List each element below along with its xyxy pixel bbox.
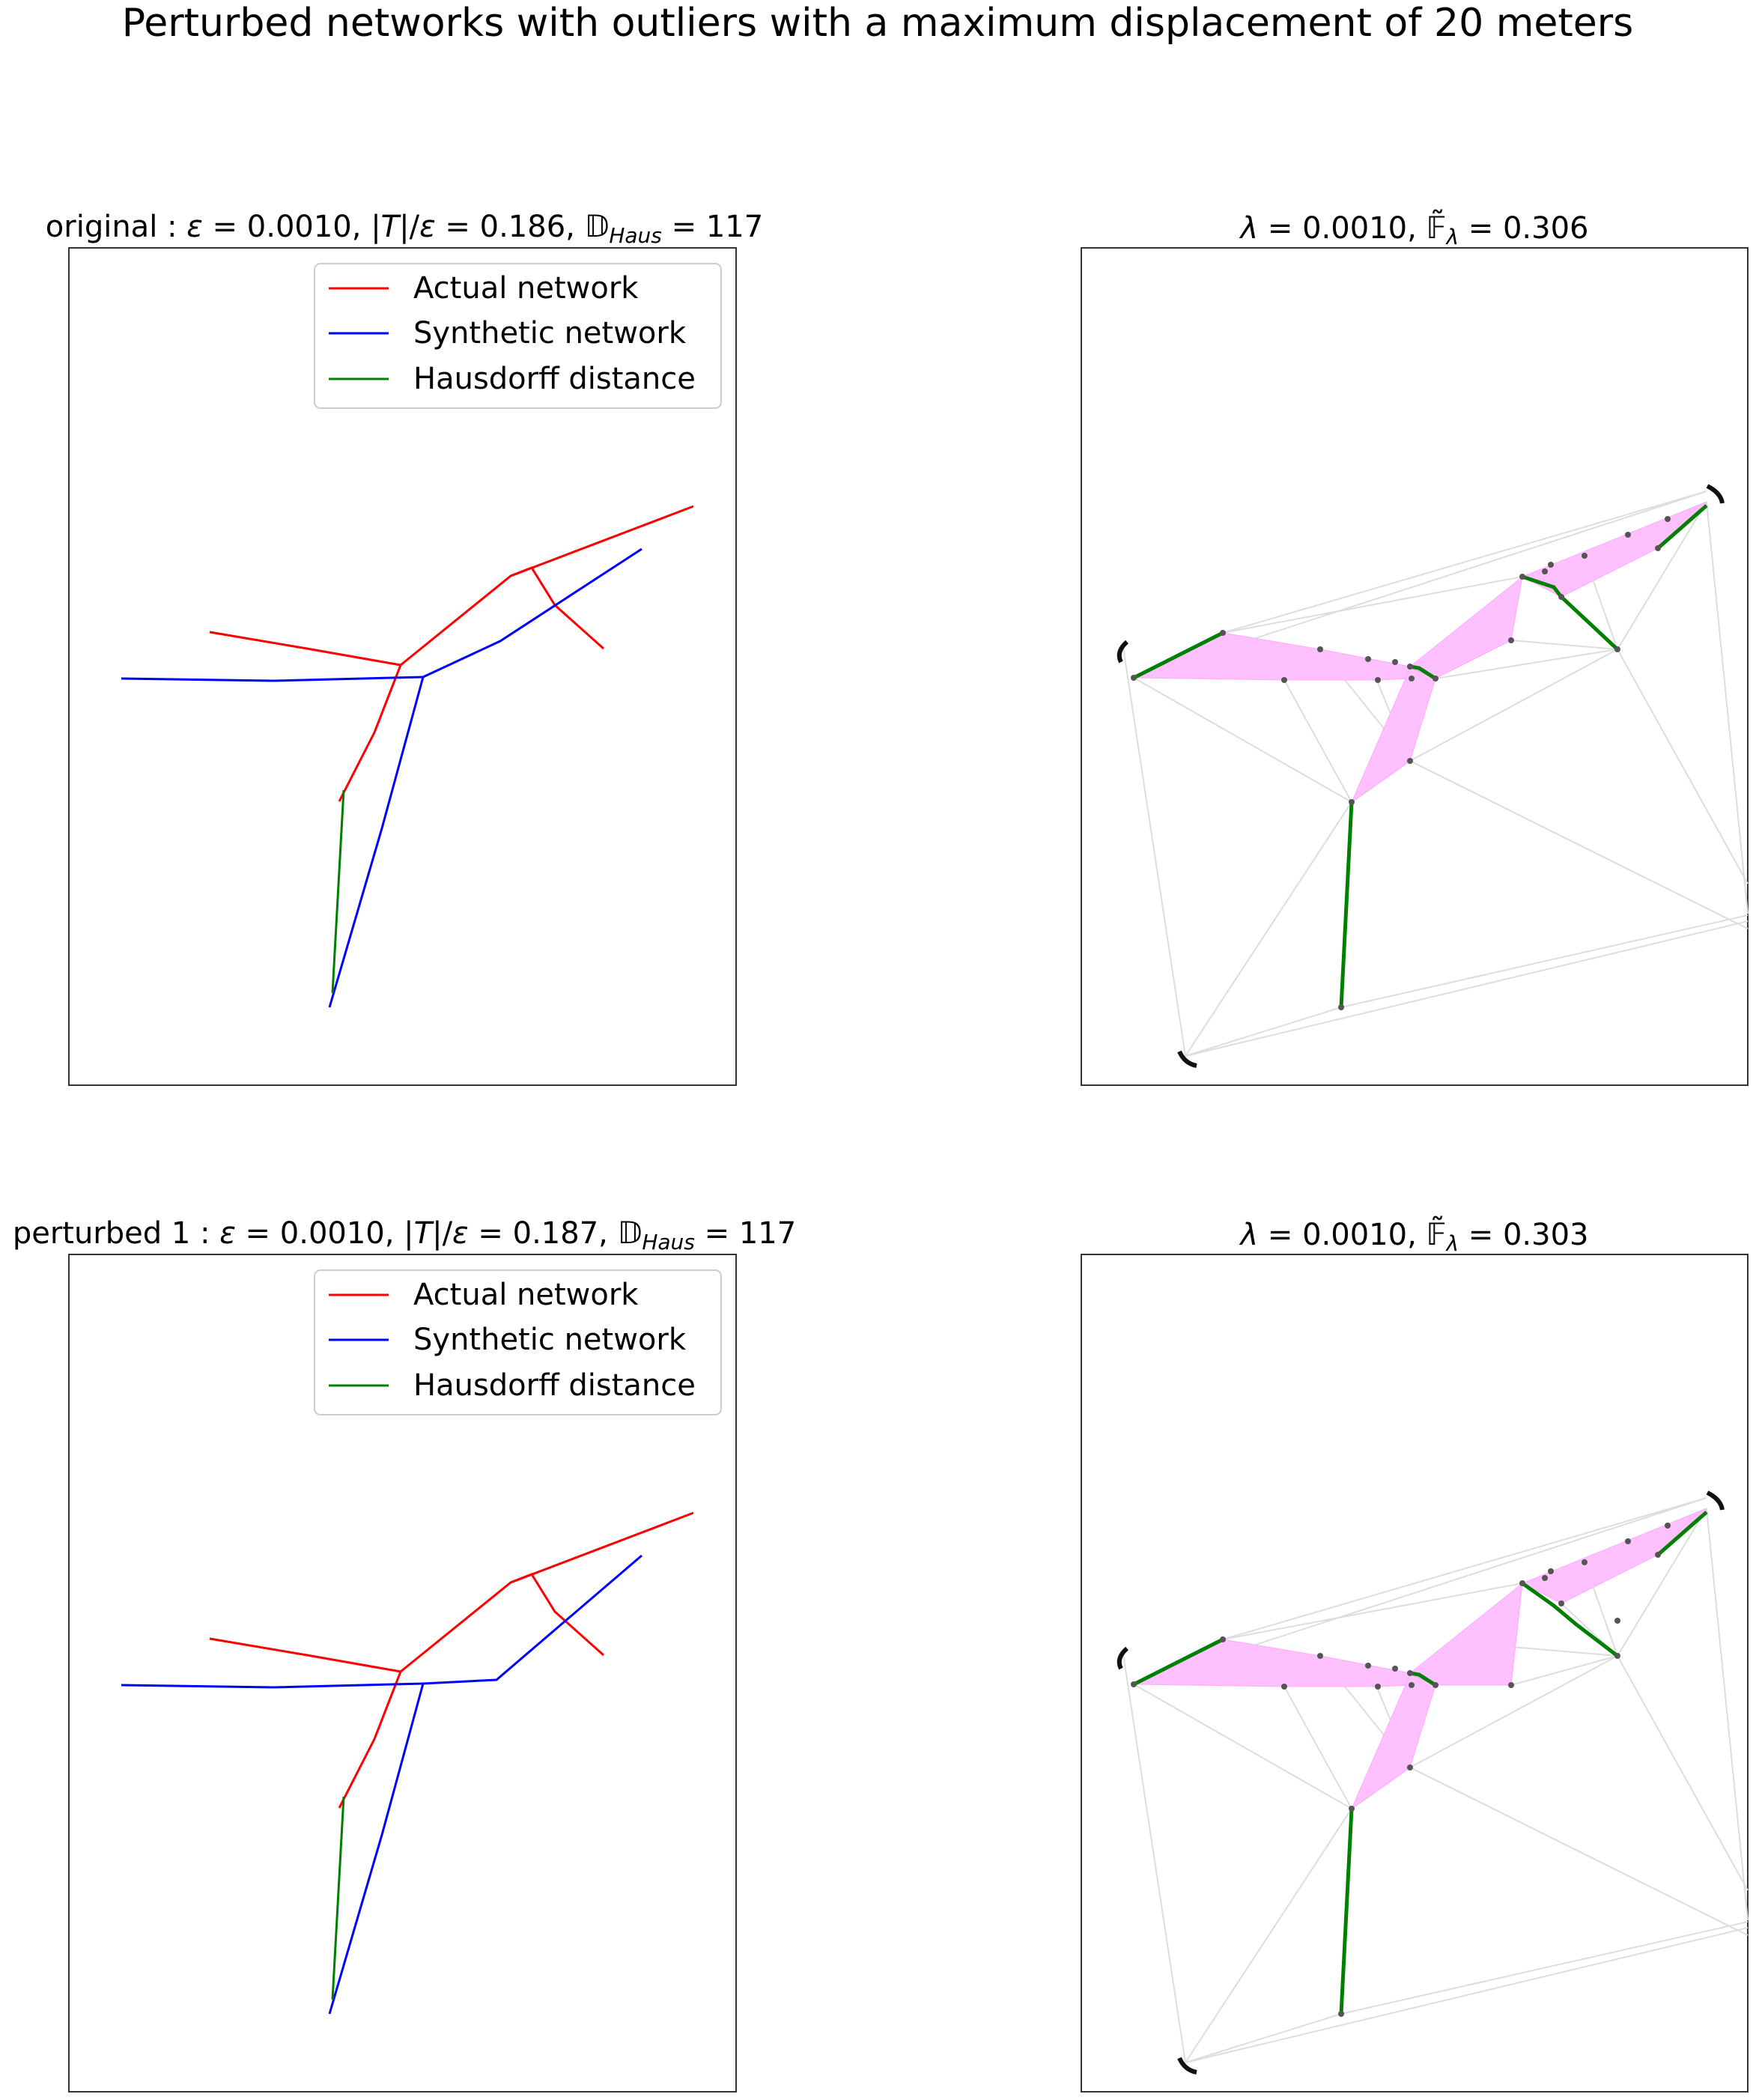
actual-network [209, 505, 694, 802]
panel-title-lambda: λ = 0.0010, 𝔽̃λ = 0.306 [1239, 209, 1588, 249]
hausdorff-matches [1132, 1511, 1708, 2015]
row-original: original : ε = 0.0010, |T|/ε = 0.186, 𝔻H… [46, 209, 1749, 1086]
title-haus: 117 [739, 1216, 796, 1251]
legend-hausdorff-label: Hausdorff distance [413, 1368, 696, 1403]
outlier-arcs [1117, 1490, 1725, 2075]
actual-network [209, 1511, 694, 1809]
panel-title-original: original : ε = 0.0010, |T|/ε = 0.186, 𝔻H… [46, 210, 763, 248]
title-lambda: 0.0010 [1302, 211, 1407, 246]
nodes [1131, 1523, 1671, 2017]
synthetic-network [121, 547, 642, 1008]
hausdorff-matches [1132, 504, 1708, 1008]
title-eps: 0.0010 [247, 210, 352, 244]
legend-actual-label: Actual network [413, 1278, 639, 1312]
legend-synthetic-label: Synthetic network [413, 1323, 687, 1357]
legend-hausdorff-label: Hausdorff distance [413, 362, 696, 396]
legend-actual-label: Actual network [413, 271, 639, 306]
title-prefix: original : [46, 210, 186, 244]
title-f: 0.306 [1503, 211, 1589, 246]
panel-title-perturbed: perturbed 1 : ε = 0.0010, |T|/ε = 0.187,… [13, 1216, 796, 1254]
hausdorff-line [331, 1796, 345, 2000]
outlier-arcs [1117, 484, 1725, 1068]
title-ratio: 0.187 [513, 1216, 599, 1251]
matching-diagram [1117, 1490, 1749, 2075]
synthetic-network [121, 1554, 642, 2015]
title-lambda: 0.0010 [1302, 1218, 1407, 1252]
nodes [1131, 516, 1671, 1010]
legend-synthetic-label: Synthetic network [413, 316, 687, 350]
hausdorff-line [331, 789, 345, 994]
legend: Actual network Synthetic network Hausdor… [314, 263, 722, 409]
title-eps: 0.0010 [280, 1216, 385, 1251]
panel-title-lambda: λ = 0.0010, 𝔽̃λ = 0.303 [1239, 1216, 1588, 1256]
legend: Actual network Synthetic network Hausdor… [314, 1269, 722, 1415]
row-perturbed: perturbed 1 : ε = 0.0010, |T|/ε = 0.187,… [13, 1216, 1749, 2093]
matching-diagram [1117, 484, 1749, 1068]
title-haus: 117 [706, 210, 763, 244]
title-prefix: perturbed 1 : [13, 1216, 219, 1251]
title-f: 0.303 [1503, 1218, 1589, 1252]
figure-title: Perturbed networks with outliers with a … [122, 1, 1633, 46]
title-ratio: 0.186 [480, 210, 566, 244]
